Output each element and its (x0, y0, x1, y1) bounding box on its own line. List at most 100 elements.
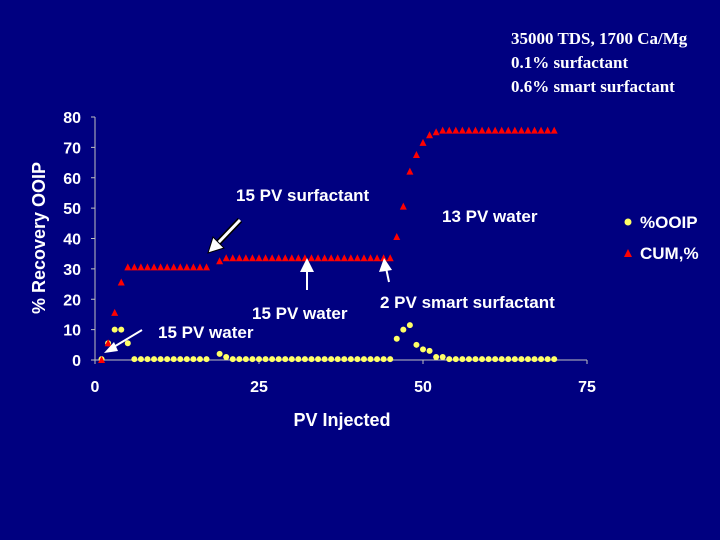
x-ticks: 0 25 50 75 (91, 360, 596, 396)
ooip-point (426, 347, 433, 354)
cum-point (281, 254, 289, 262)
ooip-point (183, 356, 190, 363)
ooip-point (446, 356, 453, 363)
ooip-point (465, 356, 472, 363)
ooip-point (492, 356, 499, 363)
annotation-smart-surfactant: 2 PV smart surfactant (380, 293, 555, 312)
y-tick-label: 0 (72, 353, 81, 370)
y-axis-label: % Recovery OOIP (29, 162, 49, 314)
cum-point (386, 254, 394, 262)
ooip-point (511, 356, 518, 363)
ooip-point (236, 356, 243, 363)
cum-point (307, 254, 315, 262)
cum-point (255, 254, 263, 262)
x-tick-label: 50 (414, 379, 432, 396)
cum-point (321, 254, 329, 262)
cum-point (419, 138, 427, 146)
cum-point (111, 308, 119, 316)
ooip-point (315, 356, 322, 363)
ooip-point (288, 356, 295, 363)
legend-item-ooip: %OOIP (624, 213, 698, 232)
cum-point (347, 254, 355, 262)
ooip-point (400, 326, 407, 333)
ooip-point (249, 356, 256, 363)
ooip-point (538, 356, 545, 363)
cum-point (524, 126, 532, 134)
cum-point (491, 126, 499, 134)
cum-point (393, 232, 401, 240)
ooip-point (144, 356, 151, 363)
condition-surfactant: 0.1% surfactant (511, 53, 629, 72)
ooip-point (301, 356, 308, 363)
cum-point (262, 254, 270, 262)
ooip-point (124, 340, 131, 347)
y-tick-label: 40 (63, 232, 81, 249)
ooip-point (387, 356, 394, 363)
cum-point (485, 126, 493, 134)
ooip-point (406, 322, 413, 329)
cum-point (373, 254, 381, 262)
ooip-point (360, 356, 367, 363)
cum-point (189, 263, 197, 271)
cum-point (399, 202, 407, 210)
cum-point (157, 263, 165, 271)
cum-point (544, 126, 552, 134)
cum-point (452, 126, 460, 134)
ooip-point (380, 356, 387, 363)
y-tick-label: 80 (63, 110, 81, 127)
cum-point (380, 254, 388, 262)
condition-smart-surfactant: 0.6% smart surfactant (511, 77, 675, 96)
y-tick-label: 50 (63, 201, 81, 218)
annotation-surfactant: 15 PV surfactant (236, 186, 370, 205)
cum-point (360, 254, 368, 262)
legend-item-cum: CUM,% (624, 244, 699, 263)
cum-point (439, 126, 447, 134)
cum-point (367, 254, 375, 262)
annotation-water-2: 15 PV water (252, 304, 348, 323)
arrow-surfactant (207, 217, 243, 254)
ooip-point (256, 356, 262, 363)
ooip-point (420, 346, 426, 353)
ooip-point (223, 353, 230, 360)
ooip-point (393, 335, 400, 342)
ooip-point (367, 356, 374, 363)
ooip-point (157, 356, 164, 363)
ooip-point (531, 356, 538, 363)
cum-point (98, 356, 106, 363)
x-tick-label: 25 (250, 379, 268, 396)
cum-point (550, 126, 558, 134)
legend-marker-ooip (624, 218, 632, 226)
cum-point (235, 254, 243, 262)
y-ticks: 0 10 20 30 40 50 60 70 80 (63, 110, 95, 370)
ooip-point (111, 326, 118, 333)
cum-point (465, 126, 473, 134)
legend-label-cum: CUM,% (640, 244, 699, 263)
cum-point (130, 263, 138, 271)
cum-point (531, 126, 539, 134)
ooip-point (131, 356, 138, 363)
ooip-point (341, 356, 348, 363)
cum-point (353, 254, 361, 262)
cum-point (268, 254, 276, 262)
cum-point (340, 254, 348, 262)
ooip-point (374, 356, 381, 363)
ooip-point (275, 356, 282, 363)
cum-point (117, 278, 125, 286)
ooip-point (170, 356, 177, 363)
cum-point (314, 254, 322, 262)
ooip-point (433, 353, 440, 360)
ooip-point (459, 356, 466, 363)
cum-point (143, 263, 151, 271)
cum-point (412, 150, 420, 158)
cum-point (183, 263, 191, 271)
x-tick-label: 0 (91, 379, 100, 396)
cum-point (248, 254, 256, 262)
cum-point (150, 263, 158, 271)
cum-point (124, 263, 132, 271)
y-tick-label: 70 (63, 140, 81, 157)
ooip-point (551, 356, 558, 363)
legend-label-ooip: %OOIP (640, 213, 698, 232)
y-tick-label: 30 (63, 262, 81, 279)
ooip-point (137, 356, 144, 363)
